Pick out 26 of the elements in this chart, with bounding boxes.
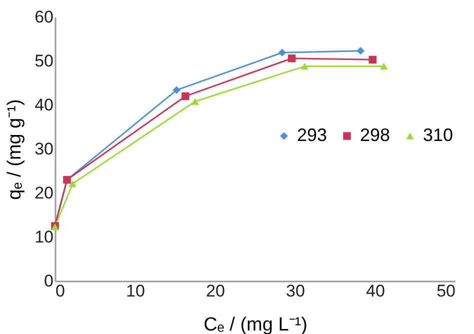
legend-label: 310 <box>423 125 454 145</box>
point <box>300 62 308 70</box>
y-tick-label: 40 <box>34 96 54 114</box>
x-tick-label: 10 <box>126 282 145 300</box>
point <box>191 98 199 105</box>
x-tick-label: 0 <box>56 282 65 300</box>
y-tick-label: 10 <box>34 228 54 246</box>
y-tick-label: 60 <box>34 8 54 26</box>
point <box>356 47 364 55</box>
y-axis-title: qₑ / (mg g⁻¹) <box>4 99 26 200</box>
legend-label: 293 <box>297 125 328 145</box>
legend-label: 298 <box>360 125 390 145</box>
x-tick-label: 40 <box>366 282 385 300</box>
x-tick-label: 50 <box>436 282 456 300</box>
y-tick-label: 20 <box>34 184 54 202</box>
y-tick-label: 50 <box>34 52 54 70</box>
point <box>172 86 180 94</box>
point <box>288 54 296 62</box>
x-tick-label: 30 <box>286 282 305 300</box>
point <box>278 48 286 57</box>
point <box>380 62 388 70</box>
point <box>182 92 190 100</box>
point <box>68 180 76 188</box>
point <box>368 56 376 64</box>
x-tick-label: 20 <box>206 282 225 300</box>
y-tick-label: 30 <box>34 140 54 158</box>
